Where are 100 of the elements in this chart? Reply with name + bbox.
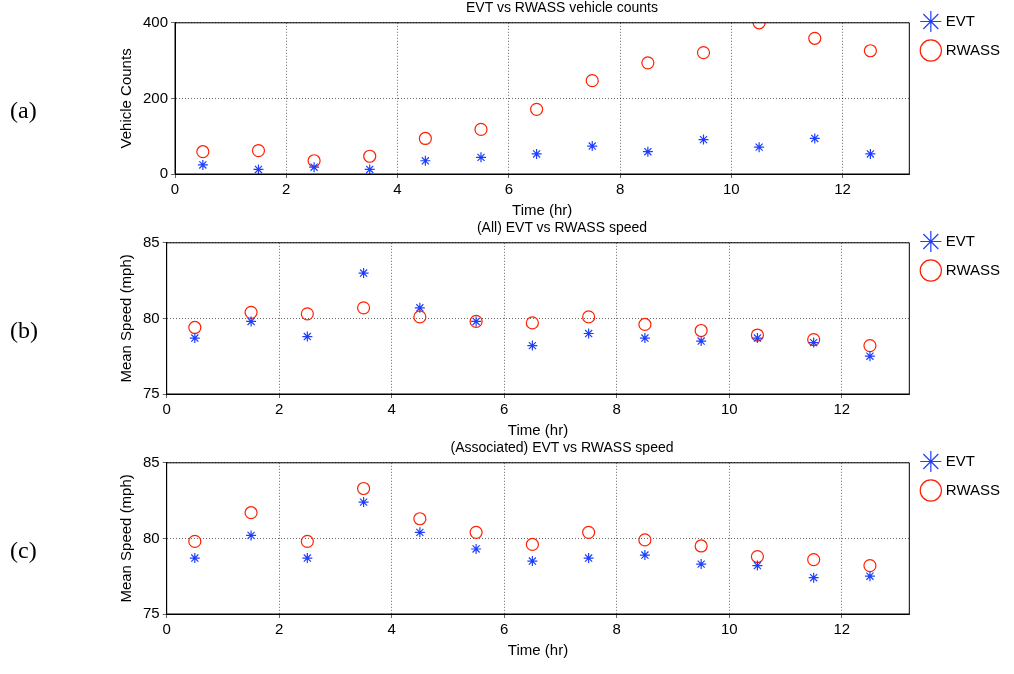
chart-title: EVT vs RWASS vehicle counts <box>466 0 658 16</box>
point <box>308 161 320 173</box>
x-tick-label: 6 <box>500 400 509 418</box>
point <box>244 305 258 319</box>
point <box>413 512 427 526</box>
legend-label: EVT <box>945 11 976 29</box>
x-axis-title: Time (hr) <box>512 201 573 219</box>
point <box>864 350 876 362</box>
point <box>864 570 876 582</box>
point <box>252 163 265 174</box>
x-tick-label: 12 <box>833 620 851 638</box>
x-tick-label: 4 <box>393 180 402 198</box>
legend-label: RWASS <box>945 40 1001 58</box>
point <box>418 131 432 146</box>
point <box>863 339 877 353</box>
legend-label: RWASS <box>945 260 1001 278</box>
point <box>586 140 598 152</box>
point <box>197 159 209 171</box>
point <box>530 102 544 116</box>
point <box>807 332 821 347</box>
point <box>525 537 539 552</box>
point <box>582 310 596 324</box>
point <box>753 141 765 153</box>
point <box>863 559 877 573</box>
x-tick-label: 2 <box>275 400 284 418</box>
x-tick-label: 6 <box>500 620 509 638</box>
text: (b) <box>10 316 39 344</box>
legend-label: EVT <box>945 451 976 469</box>
point <box>300 307 314 321</box>
x-tick-label: 0 <box>170 180 180 198</box>
point <box>526 555 538 567</box>
point <box>642 146 654 158</box>
point <box>188 320 202 335</box>
chart-title: (Associated) EVT vs RWASS speed <box>450 439 674 456</box>
point <box>751 332 764 344</box>
point <box>694 323 708 338</box>
point <box>414 302 426 314</box>
legend-label: RWASS <box>945 480 1001 498</box>
point <box>307 154 321 168</box>
point <box>189 332 201 344</box>
x-tick-label: 6 <box>504 180 513 198</box>
x-tick-label: 12 <box>833 400 851 418</box>
x-tick-label: 10 <box>720 620 738 638</box>
point <box>196 145 210 159</box>
x-tick-label: 2 <box>275 620 284 638</box>
x-tick-label: 2 <box>282 180 291 198</box>
point <box>413 310 427 324</box>
point <box>364 163 376 174</box>
point <box>301 330 313 343</box>
point <box>694 539 708 553</box>
point <box>585 74 599 88</box>
point <box>638 533 652 547</box>
point <box>189 552 201 564</box>
point <box>300 534 314 549</box>
y-tick-label: 85 <box>143 452 160 470</box>
text: (c) <box>10 536 38 564</box>
text: (a) <box>10 96 38 124</box>
y-axis-title: Vehicle Counts <box>117 48 135 149</box>
point <box>639 332 651 344</box>
point <box>419 155 431 167</box>
x-axis-title: Time (hr) <box>507 421 569 439</box>
point <box>251 143 266 158</box>
point <box>531 148 543 160</box>
point <box>638 317 652 332</box>
point <box>808 336 820 349</box>
x-tick-label: 8 <box>615 180 625 198</box>
point <box>526 340 538 352</box>
point <box>357 301 371 315</box>
point <box>808 572 820 584</box>
point <box>469 525 483 539</box>
point <box>750 549 765 564</box>
point <box>750 328 765 342</box>
chart-title: (All) EVT vs RWASS speed <box>476 219 648 236</box>
y-tick-label: 400 <box>143 12 169 30</box>
x-tick-label: 8 <box>612 400 621 418</box>
point <box>582 525 596 539</box>
point <box>188 534 202 549</box>
y-tick-label: 75 <box>143 384 160 402</box>
point <box>697 134 710 146</box>
y-axis-title: Mean Speed (mph) <box>117 254 135 383</box>
point <box>583 327 595 340</box>
point <box>474 122 488 136</box>
point <box>807 552 821 567</box>
point <box>358 267 370 279</box>
point <box>357 481 371 496</box>
point <box>525 316 539 330</box>
point <box>358 496 370 508</box>
point <box>301 552 313 564</box>
point <box>245 315 257 328</box>
point <box>808 31 822 45</box>
point <box>695 558 707 570</box>
y-tick-label: 0 <box>159 164 169 182</box>
point <box>363 149 377 163</box>
y-tick-label: 80 <box>143 308 160 326</box>
y-tick-label: 85 <box>143 232 160 250</box>
point <box>414 526 426 538</box>
x-tick-label: 10 <box>722 180 740 198</box>
x-tick-label: 8 <box>612 620 621 638</box>
y-tick-label: 200 <box>143 88 169 106</box>
legend-label: EVT <box>945 231 976 249</box>
